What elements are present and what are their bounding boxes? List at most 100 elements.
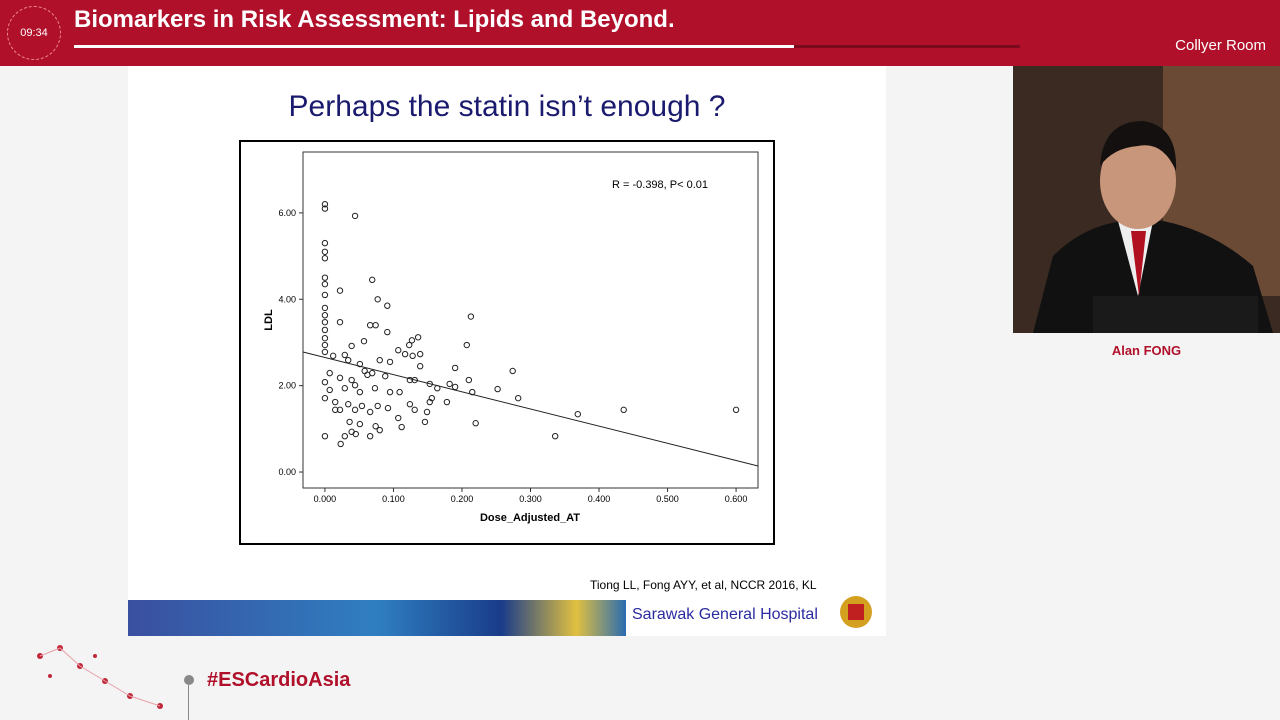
point xyxy=(345,401,352,408)
x-tick-label: 0.100 xyxy=(382,494,405,504)
point xyxy=(386,358,394,366)
annotation: R = -0.398, P< 0.01 xyxy=(612,179,708,191)
point xyxy=(463,341,470,349)
point xyxy=(321,280,329,288)
point xyxy=(551,432,559,440)
point xyxy=(336,287,344,294)
point xyxy=(414,334,422,341)
point xyxy=(352,430,359,438)
point xyxy=(366,432,374,440)
point xyxy=(384,302,391,309)
point xyxy=(336,374,344,382)
point xyxy=(408,337,416,344)
point xyxy=(426,398,433,406)
point xyxy=(336,318,344,326)
point xyxy=(337,440,344,448)
point xyxy=(406,341,413,349)
point xyxy=(356,388,364,396)
point xyxy=(326,386,333,394)
point xyxy=(574,410,581,418)
point xyxy=(401,350,409,358)
point xyxy=(356,360,364,368)
point xyxy=(494,385,501,393)
x-tick-label: 0.300 xyxy=(519,494,542,504)
point xyxy=(321,432,329,440)
point xyxy=(372,321,379,329)
footer-dot xyxy=(184,675,194,685)
y-tick-label: 2.00 xyxy=(278,381,296,391)
point xyxy=(364,371,371,379)
point xyxy=(321,394,329,402)
point xyxy=(411,376,418,384)
point xyxy=(374,296,381,303)
point xyxy=(341,351,348,359)
point xyxy=(321,248,329,255)
point xyxy=(465,376,473,384)
point xyxy=(409,352,416,360)
point xyxy=(372,423,379,430)
point xyxy=(321,255,329,262)
x-tick-label: 0.500 xyxy=(656,494,679,504)
point xyxy=(321,239,329,247)
point xyxy=(321,274,329,281)
point xyxy=(382,372,389,380)
point xyxy=(376,426,383,434)
point xyxy=(374,402,381,410)
point xyxy=(351,382,359,389)
point xyxy=(321,318,329,326)
point xyxy=(332,406,339,414)
point xyxy=(326,369,333,377)
point xyxy=(371,385,379,392)
point xyxy=(348,376,355,384)
speaker-name: Alan FONG xyxy=(1111,343,1182,358)
point xyxy=(351,406,359,414)
point xyxy=(620,406,627,414)
citation: Tiong LL, Fong AYY, et al, NCCR 2016, KL xyxy=(590,578,817,592)
point xyxy=(346,418,353,426)
point xyxy=(360,337,368,345)
session-title: Biomarkers in Risk Assessment: Lipids an… xyxy=(74,6,675,33)
point xyxy=(321,334,329,342)
point xyxy=(732,406,740,414)
y-tick-label: 6.00 xyxy=(278,208,296,218)
point xyxy=(321,341,329,349)
footer-rule xyxy=(188,685,189,720)
point xyxy=(321,312,329,319)
point xyxy=(366,408,374,416)
point xyxy=(321,291,329,299)
x-tick-label: 0.200 xyxy=(451,494,474,504)
point xyxy=(356,420,364,428)
point xyxy=(396,388,403,396)
point xyxy=(369,276,376,284)
point xyxy=(406,376,414,384)
point xyxy=(321,326,329,334)
slide-title: Perhaps the statin isn’t enough ? xyxy=(288,90,726,123)
point xyxy=(348,342,355,350)
point xyxy=(321,205,329,212)
point xyxy=(358,402,366,410)
point xyxy=(472,420,479,427)
x-tick-label: 0.000 xyxy=(314,494,337,504)
point xyxy=(321,201,329,208)
point xyxy=(411,406,418,414)
y-axis-label: LDL xyxy=(263,309,275,331)
point xyxy=(395,347,402,354)
point xyxy=(467,313,475,320)
banner-text: Sarawak General Hospital xyxy=(632,606,818,623)
point xyxy=(321,304,329,312)
point xyxy=(443,398,451,406)
trend-line xyxy=(302,351,759,467)
x-axis-label: Dose_Adjusted_AT xyxy=(480,512,580,524)
y-tick-label: 0.00 xyxy=(278,467,296,477)
point xyxy=(416,363,424,370)
hashtag: #ESCardioAsia xyxy=(207,669,351,691)
point xyxy=(446,380,453,388)
point xyxy=(509,367,516,375)
point xyxy=(451,364,459,372)
point xyxy=(329,352,337,360)
point xyxy=(351,212,359,220)
point xyxy=(386,388,394,396)
point xyxy=(376,356,383,364)
